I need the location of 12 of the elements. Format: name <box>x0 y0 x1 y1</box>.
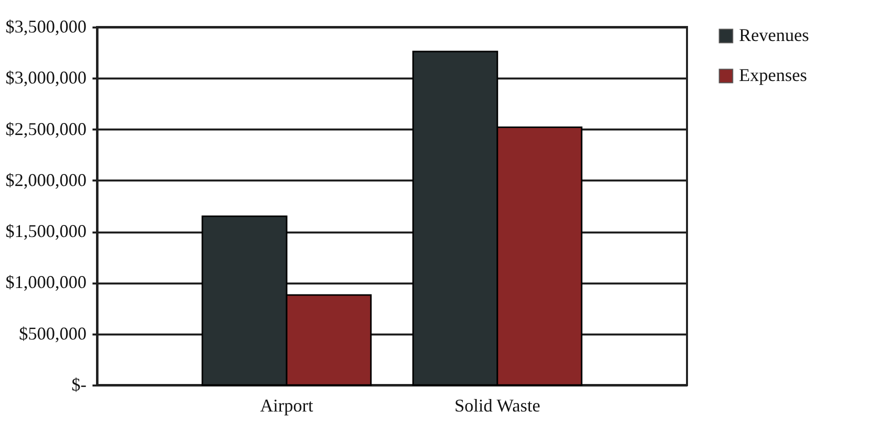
y-tick-label: $3,000,000 <box>6 68 86 88</box>
y-tick-label: $- <box>72 374 86 394</box>
y-tick-label: $1,000,000 <box>6 272 86 292</box>
x-tick-label: Airport <box>260 396 314 416</box>
legend-label: Expenses <box>739 65 807 85</box>
y-tick-label: $1,500,000 <box>6 221 86 242</box>
y-tick-label: $2,500,000 <box>6 118 86 139</box>
y-tick-label: $2,000,000 <box>6 170 86 190</box>
y-tick-label: $3,500,000 <box>6 16 86 36</box>
x-tick-label: Solid Waste <box>454 396 540 416</box>
y-tick-label: $500,000 <box>19 323 86 344</box>
legend-label: Revenues <box>739 25 809 45</box>
